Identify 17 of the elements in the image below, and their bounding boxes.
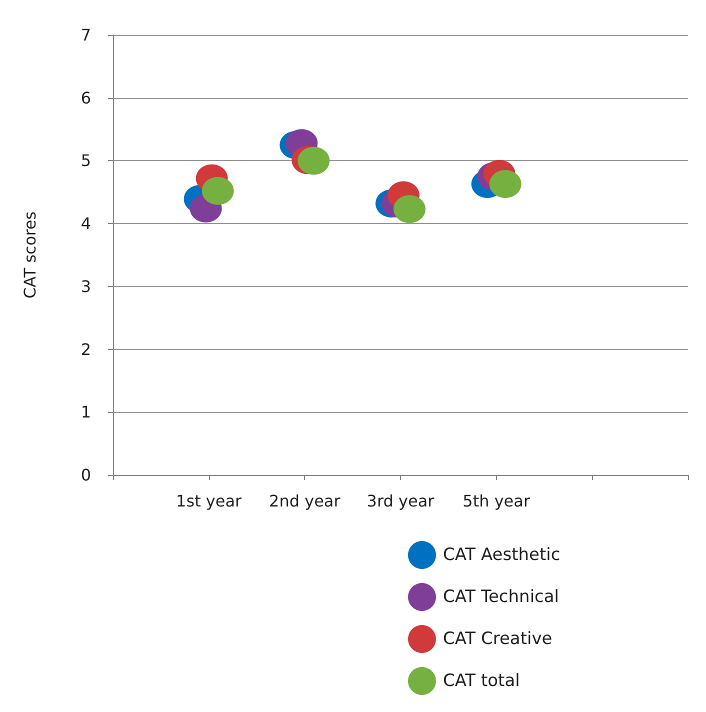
y-tick-label: 3 <box>80 276 91 296</box>
x-tick-label: 2nd year <box>269 492 341 510</box>
legend-label: CAT total <box>443 671 520 691</box>
x-tick-label: 1st year <box>176 492 242 510</box>
y-tick-label: 6 <box>80 88 91 108</box>
x-tick-label: 5th year <box>462 492 530 510</box>
y-tick-label: 1 <box>80 402 91 422</box>
y-tick-label: 5 <box>80 151 91 170</box>
y-axis-title: CAT scores <box>20 211 40 299</box>
y-tick-label: 7 <box>80 26 91 44</box>
x-tick-label: 3rd year <box>366 492 435 510</box>
legend-label: CAT Aesthetic <box>443 545 560 565</box>
legend-label: CAT Technical <box>443 587 560 607</box>
y-tick-label: 2 <box>80 340 91 359</box>
y-tick-label: 4 <box>80 214 91 234</box>
y-tick-label: 0 <box>80 466 91 484</box>
legend-label: CAT Creative <box>443 629 552 649</box>
